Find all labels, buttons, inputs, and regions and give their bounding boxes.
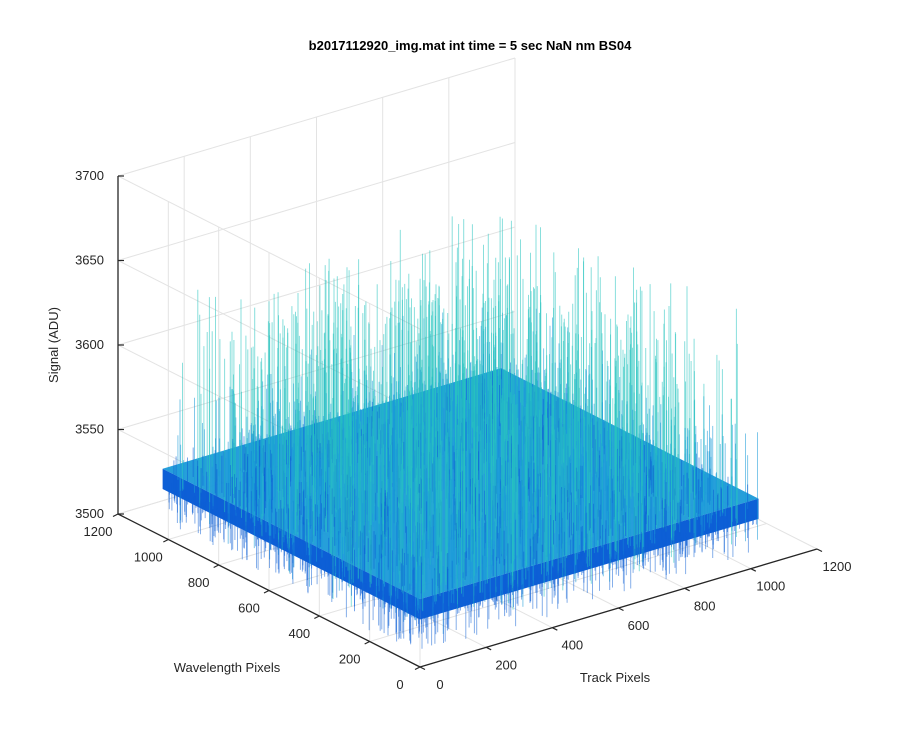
z-tick-label: 3650 [75, 253, 104, 268]
x-axis-label: Track Pixels [580, 670, 651, 685]
chart-title: b2017112920_img.mat int time = 5 sec NaN… [309, 38, 632, 53]
z-axis-label: Signal (ADU) [46, 307, 61, 383]
y-tick [263, 589, 270, 594]
y-tick [314, 615, 320, 620]
x-tick [816, 548, 823, 553]
x-tick-label: 1000 [756, 579, 785, 594]
x-tick-label: 400 [561, 638, 583, 653]
x-tick [419, 666, 426, 671]
x-tick-label: 800 [694, 598, 716, 613]
grid-line [117, 57, 516, 177]
grid-line [117, 142, 516, 261]
y-tick-label: 1000 [134, 550, 163, 565]
y-tick-label: 1200 [84, 524, 113, 539]
z-tick-label: 3500 [75, 506, 104, 521]
y-tick-label: 0 [396, 677, 403, 692]
x-tick [684, 587, 690, 592]
y-tick [364, 640, 370, 645]
surface [162, 216, 759, 649]
grid-line [117, 175, 421, 330]
x-tick-label: 600 [628, 618, 650, 633]
x-tick-label: 0 [436, 677, 443, 692]
y-tick [414, 666, 421, 671]
x-tick-label: 1200 [823, 559, 852, 574]
x-tick [750, 568, 757, 572]
x-tick [485, 646, 492, 651]
x-tick-label: 200 [495, 657, 517, 672]
y-tick [213, 564, 219, 569]
y-tick-label: 400 [288, 626, 310, 641]
x-tick [618, 607, 624, 612]
z-tick-label: 3600 [75, 337, 104, 352]
z-tick-label: 3550 [75, 422, 104, 437]
y-tick [163, 538, 169, 543]
y-tick [112, 513, 119, 518]
y-axis-label: Wavelength Pixels [174, 660, 281, 675]
y-tick-label: 600 [238, 601, 260, 616]
y-tick-label: 200 [339, 652, 361, 667]
y-tick-label: 800 [188, 575, 210, 590]
z-tick-label: 3700 [75, 168, 104, 183]
grid-line [117, 226, 516, 346]
x-tick [552, 627, 558, 631]
axis-text: 0 200 400 600 800 1000 1200 0 200 400 600 800 1000 12… [46, 168, 851, 692]
axes [112, 175, 823, 671]
